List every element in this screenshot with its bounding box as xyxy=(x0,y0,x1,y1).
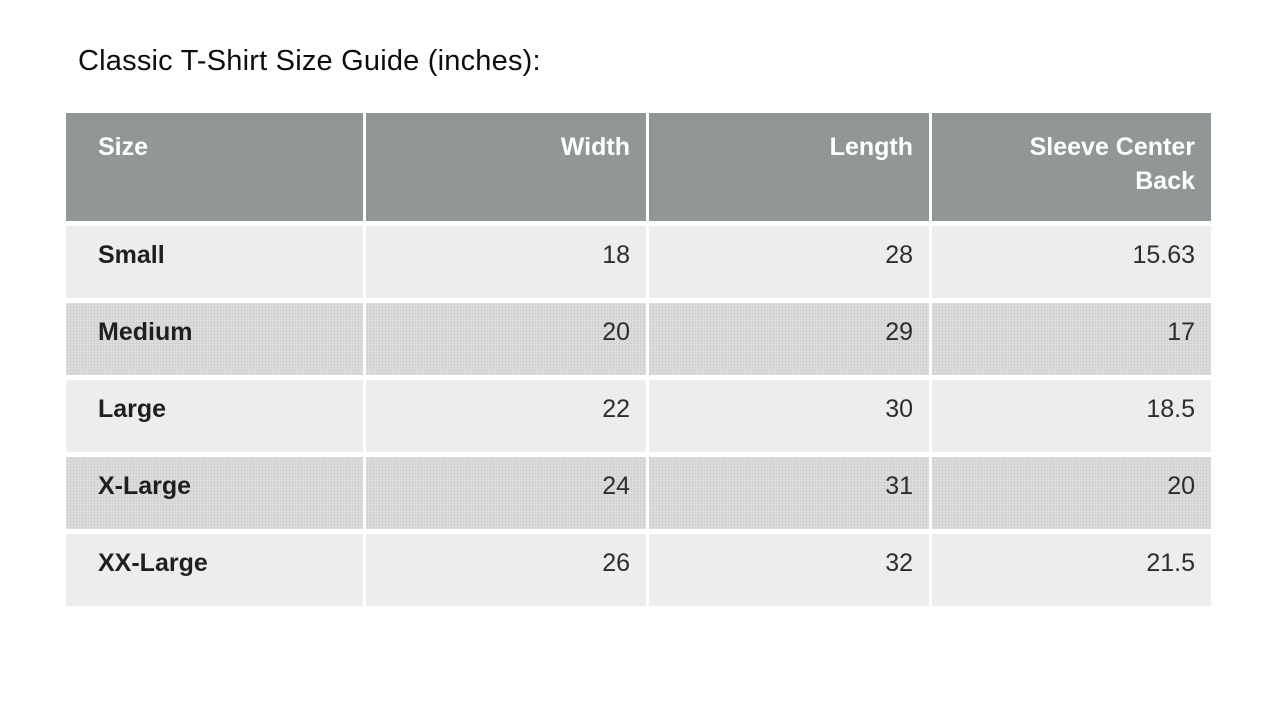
table-row-x-large: X-Large 24 31 20 xyxy=(66,457,1211,529)
cell-size: Large xyxy=(66,380,363,452)
header-cell-length: Length xyxy=(649,113,929,221)
cell-sleeve-center-back: 21.5 xyxy=(932,534,1211,606)
header-label-size: Size xyxy=(98,133,149,161)
cell-size: Small xyxy=(66,226,363,298)
cell-width: 22 xyxy=(366,380,646,452)
cell-length: 32 xyxy=(649,534,929,606)
size-guide-table: Size Width Length Sleeve Center Back Sma… xyxy=(63,108,1214,611)
table-row-small: Small 18 28 15.63 xyxy=(66,226,1211,298)
cell-length: 28 xyxy=(649,226,929,298)
page-title: Classic T-Shirt Size Guide (inches): xyxy=(78,45,541,77)
cell-size: Medium xyxy=(66,303,363,375)
header-label-width: Width xyxy=(560,133,630,161)
size-guide-table-container: Size Width Length Sleeve Center Back Sma… xyxy=(63,108,1214,611)
table-row-medium: Medium 20 29 17 xyxy=(66,303,1211,375)
cell-width: 26 xyxy=(366,534,646,606)
cell-width: 20 xyxy=(366,303,646,375)
cell-sleeve-center-back: 18.5 xyxy=(932,380,1211,452)
header-cell-sleeve-center-back: Sleeve Center Back xyxy=(932,113,1211,221)
table-row-large: Large 22 30 18.5 xyxy=(66,380,1211,452)
cell-sleeve-center-back: 15.63 xyxy=(932,226,1211,298)
header-label-sleeve-center-back: Sleeve Center Back xyxy=(1029,133,1195,195)
table-row-xx-large: XX-Large 26 32 21.5 xyxy=(66,534,1211,606)
cell-length: 30 xyxy=(649,380,929,452)
cell-width: 24 xyxy=(366,457,646,529)
cell-sleeve-center-back: 20 xyxy=(932,457,1211,529)
cell-size: XX-Large xyxy=(66,534,363,606)
header-label-length: Length xyxy=(829,133,913,161)
header-cell-width: Width xyxy=(366,113,646,221)
cell-length: 29 xyxy=(649,303,929,375)
header-cell-size: Size xyxy=(66,113,363,221)
cell-sleeve-center-back: 17 xyxy=(932,303,1211,375)
cell-width: 18 xyxy=(366,226,646,298)
cell-length: 31 xyxy=(649,457,929,529)
cell-size: X-Large xyxy=(66,457,363,529)
table-header-row: Size Width Length Sleeve Center Back xyxy=(66,113,1211,221)
